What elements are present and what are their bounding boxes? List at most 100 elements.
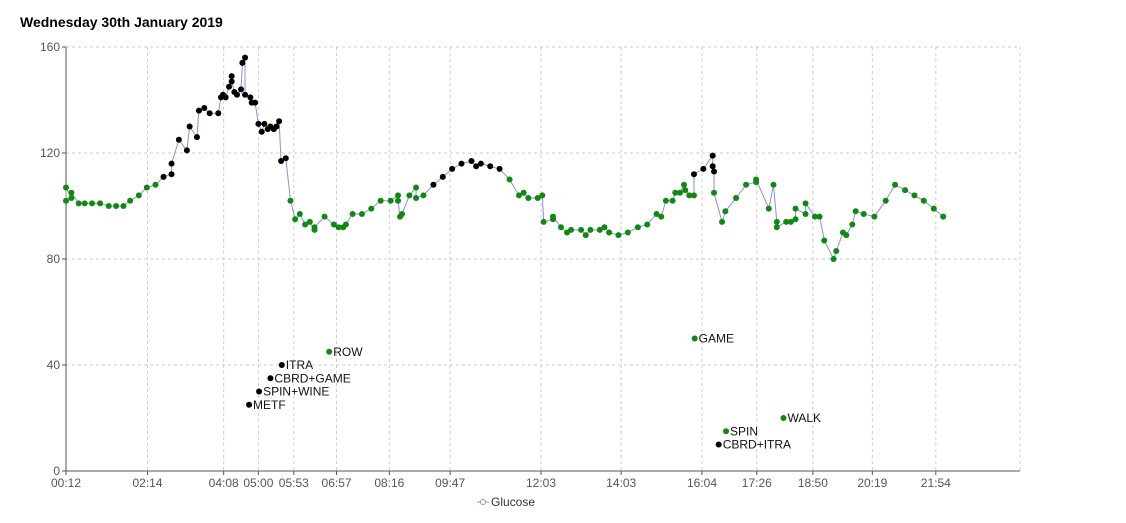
glucose-point — [940, 213, 947, 220]
glucose-point — [238, 86, 245, 93]
glucose-point — [358, 210, 365, 217]
glucose-point — [255, 120, 262, 127]
glucose-point — [709, 152, 716, 159]
y-tick-label: 80 — [47, 252, 61, 266]
event-label: CBRD+ITRA — [723, 438, 791, 452]
glucose-point — [105, 203, 112, 209]
glucose-point — [676, 189, 683, 196]
glucose-point — [113, 203, 120, 209]
x-tick-label: 04:08 — [209, 476, 239, 490]
glucose-point — [97, 200, 104, 207]
event-label: SPIN+WINE — [263, 385, 329, 399]
glucose-point — [63, 184, 69, 191]
glucose-point — [506, 176, 513, 183]
x-tick-label: 05:53 — [279, 476, 309, 490]
glucose-point — [81, 200, 88, 207]
grid — [66, 46, 1021, 471]
y-tick-label: 0 — [53, 464, 60, 478]
x-tick-label: 05:00 — [243, 476, 273, 490]
glucose-point — [669, 197, 676, 204]
glucose-point — [601, 224, 608, 231]
glucose-point — [582, 232, 589, 239]
glucose-point — [539, 192, 546, 199]
glucose-point — [911, 192, 918, 199]
glucose-point — [852, 208, 859, 215]
glucose-point — [658, 213, 665, 220]
glucose-point — [525, 195, 532, 202]
glucose-point — [135, 192, 142, 199]
glucose-point — [195, 107, 202, 114]
glucose-point — [413, 195, 420, 202]
glucose-point — [843, 232, 850, 239]
glucose-point — [302, 221, 309, 228]
glucose-point — [634, 224, 641, 231]
glucose-point — [787, 218, 794, 225]
glucose-point — [234, 91, 241, 98]
glucose-point — [228, 73, 235, 80]
y-tick-label: 160 — [40, 40, 60, 54]
glucose-point — [215, 110, 222, 117]
glucose-point — [520, 189, 527, 196]
event-marker — [267, 375, 274, 382]
glucose-point — [882, 197, 889, 204]
glucose-point — [733, 195, 740, 202]
glucose-point — [186, 123, 193, 130]
glucose-point — [871, 213, 878, 220]
glucose-point — [550, 213, 557, 220]
glucose-point — [68, 195, 75, 202]
glucose-point — [515, 192, 522, 199]
event-marker — [326, 348, 333, 355]
tick-labels: 0 40 80 120 160 00:12 02:14 04:08 05:00 05:53 06:5… — [40, 40, 951, 490]
glucose-point — [247, 94, 254, 101]
x-tick-label: 08:16 — [374, 476, 404, 490]
glucose-point — [606, 229, 613, 236]
glucose-point — [773, 224, 780, 231]
glucose-point — [439, 173, 446, 180]
glucose-point — [292, 216, 299, 223]
glucose-point — [690, 192, 697, 199]
glucose-point — [252, 99, 259, 106]
glucose-point — [496, 165, 503, 172]
glucose-point — [682, 187, 689, 194]
glucose-point — [287, 197, 294, 204]
glucose-point — [686, 192, 693, 199]
glucose-point — [311, 224, 318, 231]
glucose-point — [558, 224, 565, 231]
glucose-point — [399, 210, 406, 217]
event-marker — [715, 441, 722, 448]
glucose-point — [168, 160, 175, 167]
glucose-point — [75, 200, 82, 207]
glucose-point — [711, 189, 718, 196]
glucose-point — [430, 181, 437, 188]
glucose-point — [596, 226, 603, 233]
glucose-point — [282, 155, 289, 162]
glucose-point — [377, 197, 384, 204]
glucose-point — [792, 205, 799, 212]
glucose-point — [261, 120, 268, 127]
glucose-point — [802, 210, 809, 217]
legend: Glucose — [477, 495, 535, 509]
glucose-point — [160, 173, 167, 180]
glucose-point — [468, 157, 475, 164]
glucose-point — [222, 94, 229, 101]
glucose-line — [65, 57, 944, 261]
glucose-point — [239, 59, 246, 66]
glucose-point — [89, 200, 96, 207]
x-tick-label: 21:54 — [921, 476, 951, 490]
x-tick-label: 12:03 — [526, 476, 556, 490]
glucose-point — [306, 218, 313, 225]
glucose-point — [792, 216, 799, 223]
glucose-point — [765, 205, 772, 212]
event-marker — [780, 415, 787, 421]
glucose-point — [719, 218, 726, 225]
glucose-point — [830, 256, 837, 262]
x-tick-label: 06:57 — [322, 476, 352, 490]
glucose-point — [242, 54, 249, 61]
glucose-point — [278, 157, 285, 164]
glucose-point — [449, 165, 456, 172]
glucose-point — [833, 248, 840, 255]
glucose-point — [722, 208, 729, 215]
glucose-point — [387, 197, 394, 204]
glucose-point — [330, 221, 337, 228]
